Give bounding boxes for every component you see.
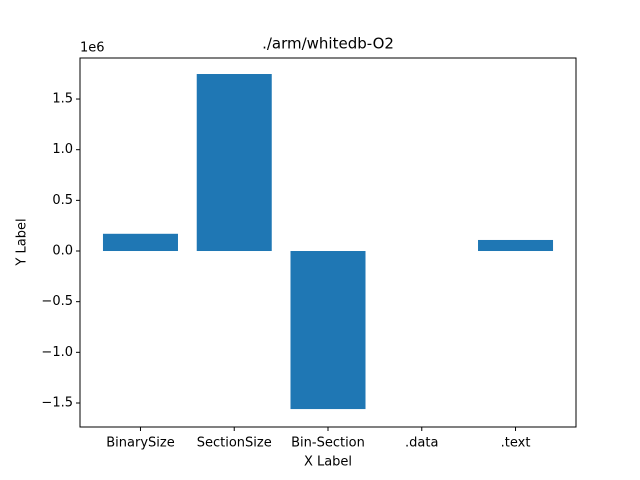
y-offset-label: 1e6 [80,41,105,56]
chart-title: ./arm/whitedb-O2 [262,35,394,53]
x-tick-label: Bin-Section [291,436,365,451]
y-tick-label: −1.0 [41,345,73,360]
x-tick-label: .text [501,436,531,451]
bar [478,239,554,252]
y-tick-label: 1.5 [52,92,73,107]
x-tick-label: .data [405,436,438,451]
y-axis-label: Y Label [15,218,30,266]
y-tick-label: 1.0 [52,142,73,157]
x-tick-label: BinarySize [106,436,174,451]
y-tick-label: −1.5 [41,395,73,410]
y-tick-label: 0.5 [52,193,73,208]
y-tick-label: −0.5 [41,294,73,309]
bar [196,74,272,252]
y-tick-label: 0.0 [52,244,73,259]
x-axis-label: X Label [304,455,352,470]
bar [290,251,366,410]
bar [102,233,178,252]
x-tick-label: SectionSize [197,436,272,451]
